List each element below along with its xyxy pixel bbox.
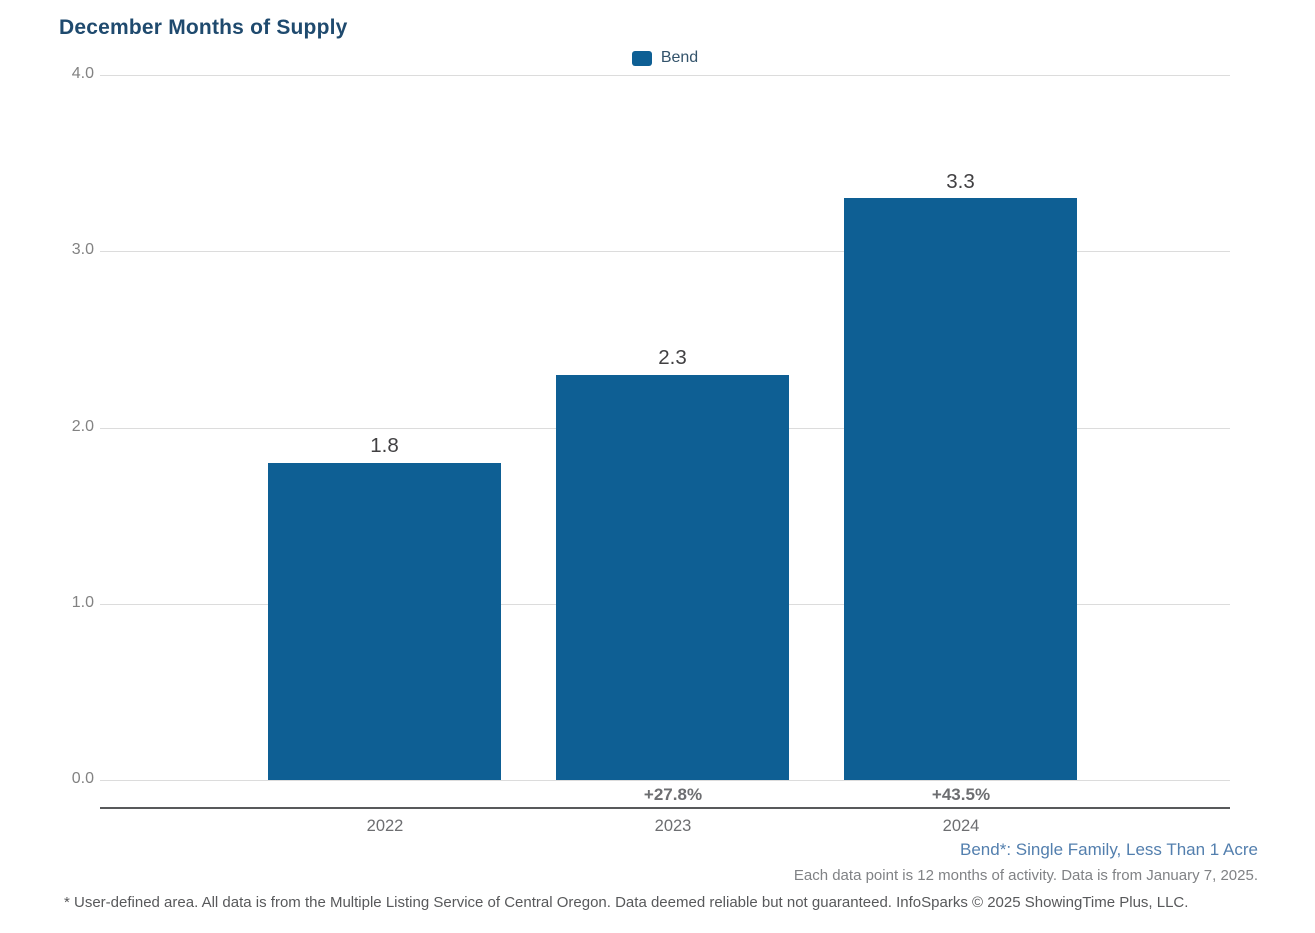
x-axis-label-2022: 2022 [366, 817, 404, 835]
percent-change-row: +27.8% +43.5% [100, 785, 1230, 807]
bar-value-label: 2.3 [658, 346, 687, 370]
bar-value-label: 3.3 [946, 169, 975, 193]
gridline-3 [100, 251, 1230, 253]
bar-2024[interactable] [844, 198, 1077, 780]
x-axis-label-2023: 2023 [654, 817, 692, 835]
percent-change-2023: +27.8% [643, 785, 703, 804]
y-axis-tick-label: 2.0 [71, 417, 94, 435]
y-axis-tick-label: 1.0 [71, 593, 94, 611]
percent-change-2024: +43.5% [931, 785, 991, 804]
x-axis-labels: 2022 2023 2024 [100, 817, 1230, 839]
bar-group-2022: 1.8 [268, 75, 501, 780]
legend-label-bend[interactable]: Bend [660, 49, 699, 66]
bar-group-2023: 2.3 [556, 75, 789, 780]
y-axis-tick-label: 0.0 [71, 770, 94, 787]
y-axis-tick-label: 3.0 [71, 241, 94, 259]
legend: Bend [100, 47, 1230, 69]
bar-2022[interactable] [268, 462, 501, 780]
gridline-4 [100, 75, 1230, 76]
series-definition-note: Bend*: Single Family, Less Than 1 Acre [960, 840, 1258, 859]
bar-2023[interactable] [556, 374, 789, 780]
y-axis-tick-label: 4.0 [71, 65, 94, 82]
x-axis-label-2024: 2024 [942, 817, 980, 835]
bar-group-2024: 3.3 [844, 75, 1077, 780]
plot-area: 4.0 3.0 2.0 1.0 0.0 1.8 2.3 3.3 [72, 65, 1230, 787]
x-axis-line [100, 807, 1230, 809]
disclaimer-footer: * User-defined area. All data is from th… [64, 894, 1189, 911]
bar-value-label: 1.8 [370, 434, 399, 458]
gridline-0 [100, 780, 1230, 781]
data-date-note: Each data point is 12 months of activity… [793, 867, 1258, 884]
legend-swatch-bend[interactable] [631, 50, 652, 66]
chart-title: December Months of Supply [59, 16, 348, 39]
